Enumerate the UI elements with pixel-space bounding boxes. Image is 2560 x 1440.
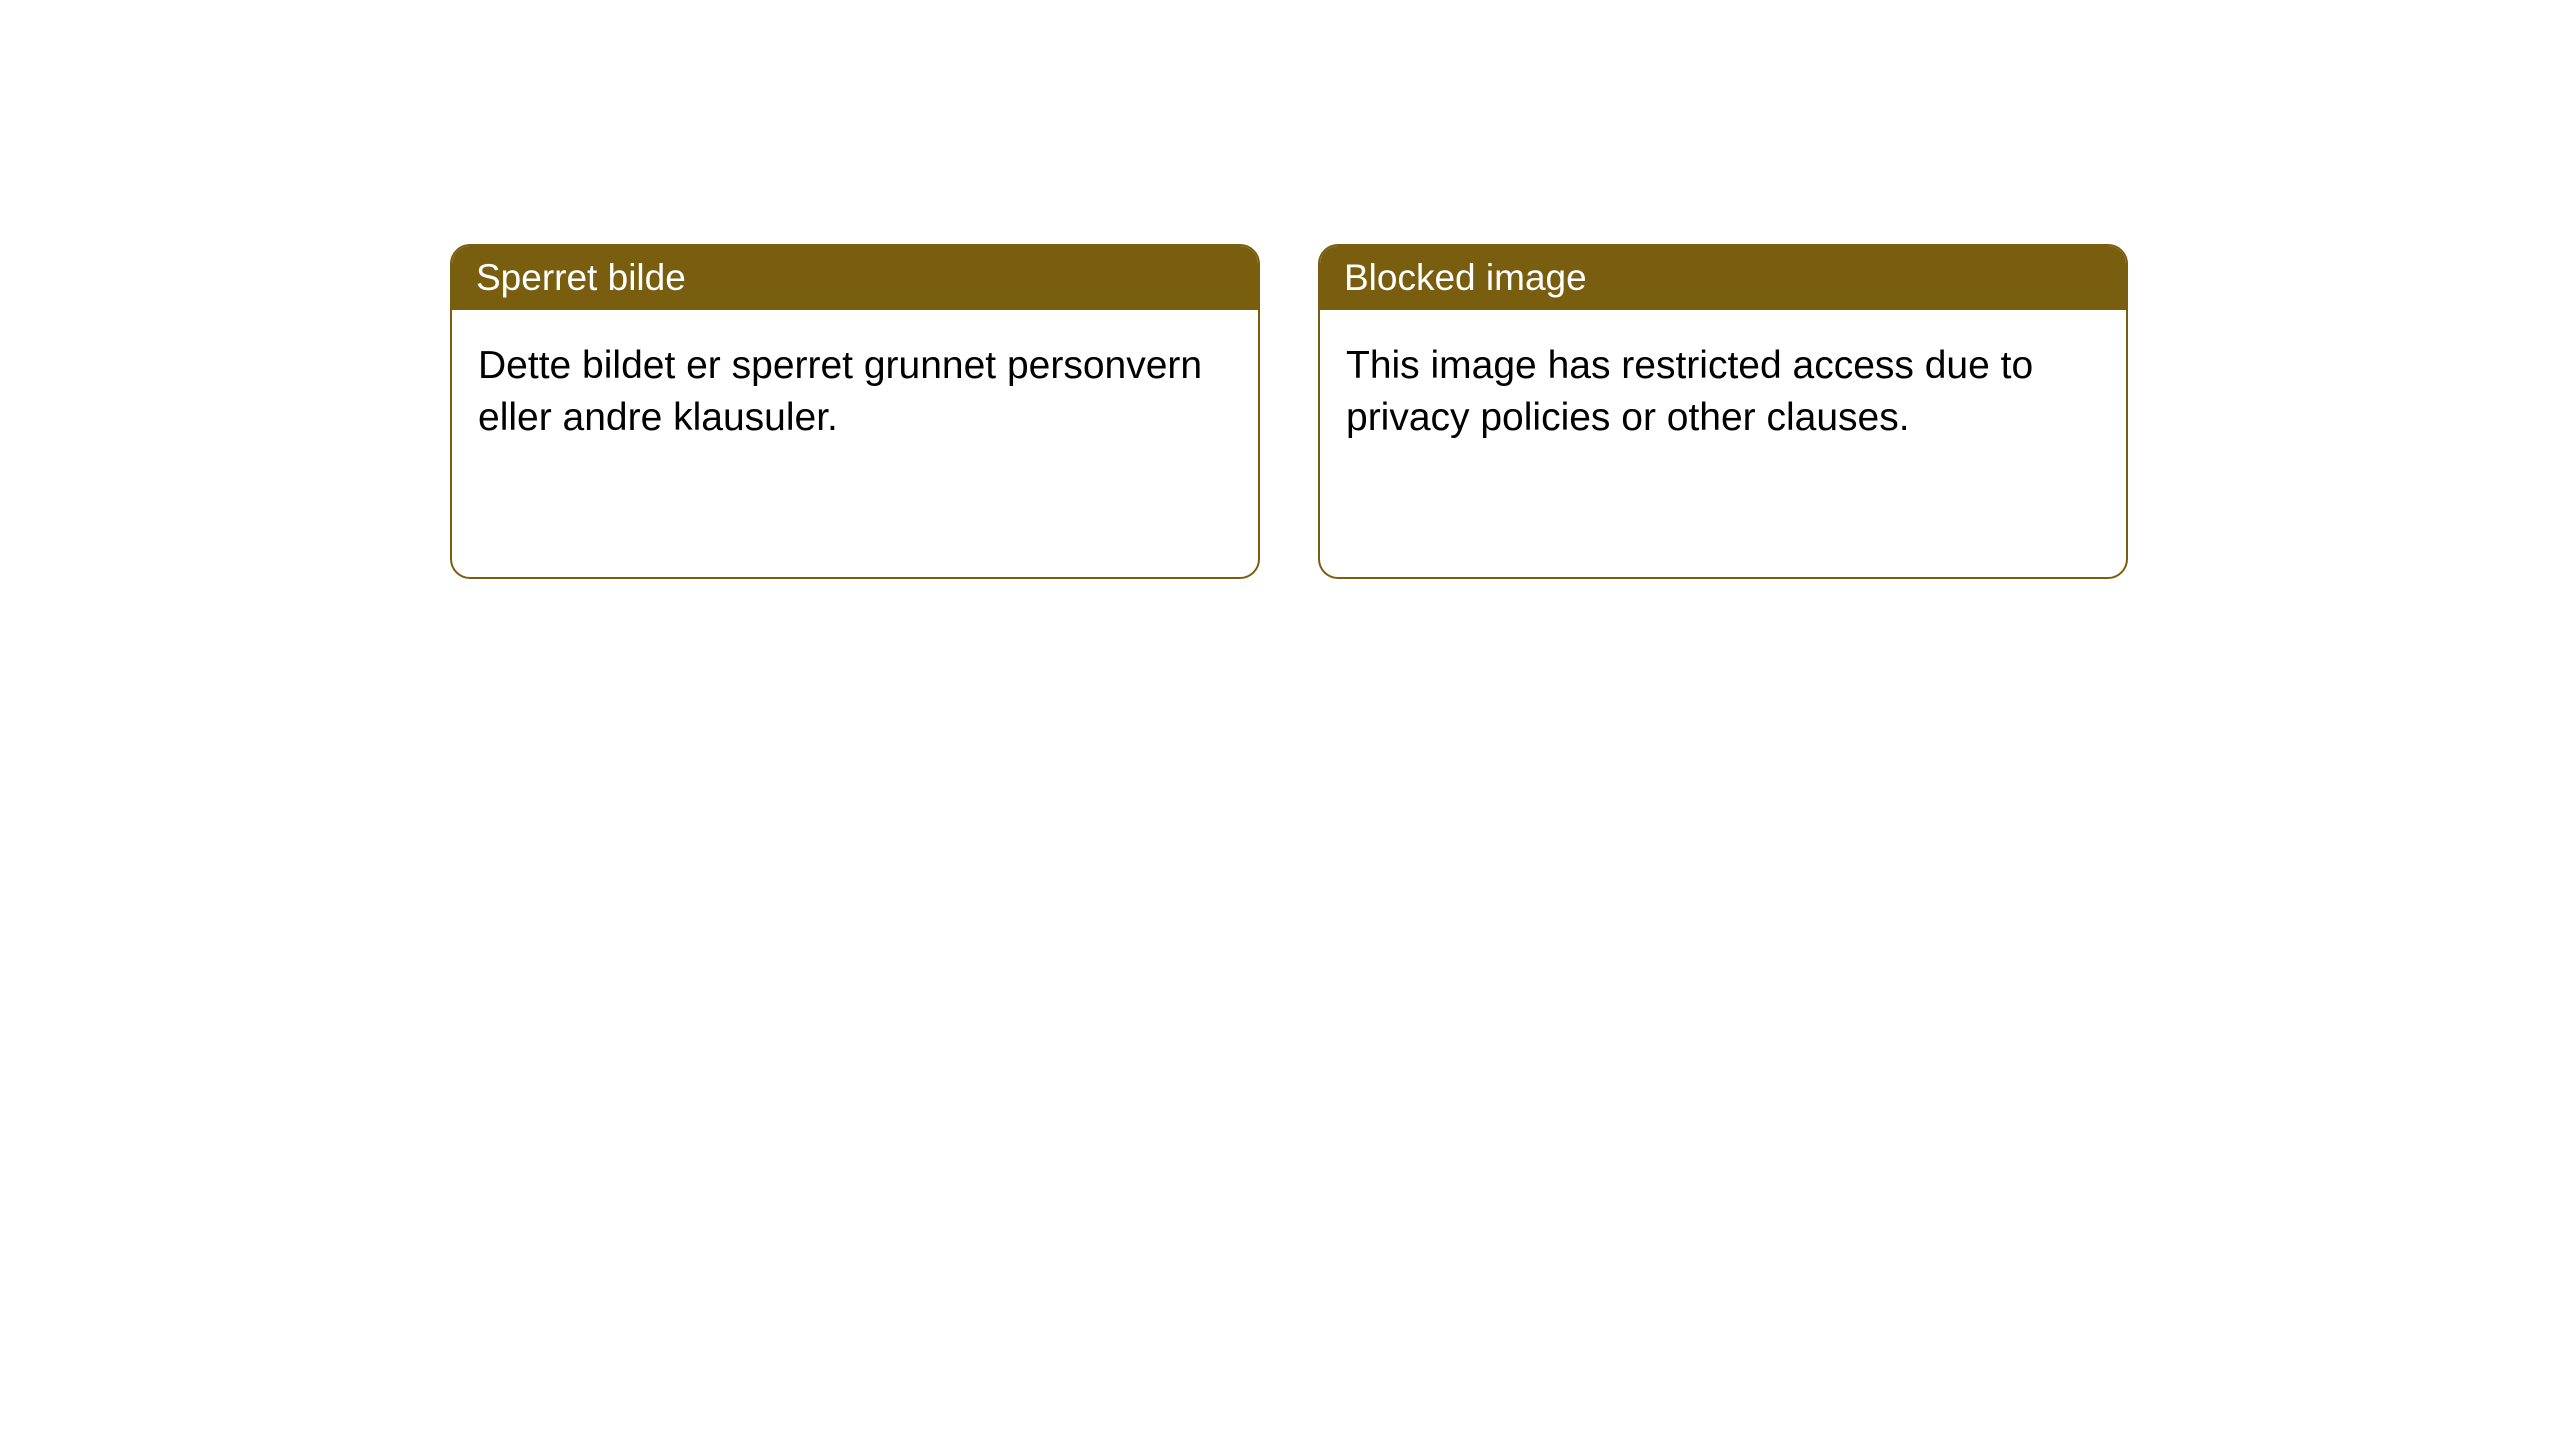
blocked-image-card-norwegian: Sperret bilde Dette bildet er sperret gr…: [450, 244, 1260, 579]
card-header-norwegian: Sperret bilde: [452, 246, 1258, 310]
card-header-english: Blocked image: [1320, 246, 2126, 310]
card-body-english: This image has restricted access due to …: [1320, 310, 2126, 453]
blocked-image-card-english: Blocked image This image has restricted …: [1318, 244, 2128, 579]
card-body-norwegian: Dette bildet er sperret grunnet personve…: [452, 310, 1258, 453]
notice-cards-container: Sperret bilde Dette bildet er sperret gr…: [0, 0, 2560, 579]
